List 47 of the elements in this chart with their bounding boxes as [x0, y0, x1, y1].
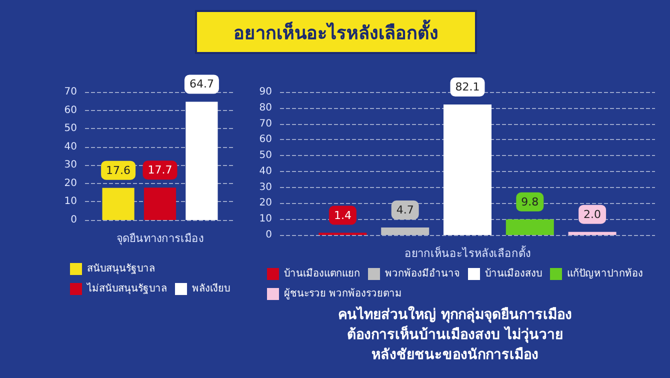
legend-label: ผู้ชนะรวย พวกพ้องรวยตาม: [284, 288, 402, 300]
y-tick-label: 70: [259, 118, 272, 130]
text: ต้องการเห็นบ้านเมืองสงบ ไม่วุ่นวาย: [346, 325, 564, 345]
legend-label: พลังเงียบ: [192, 282, 230, 294]
y-tick-label: 90: [259, 86, 272, 98]
y-tick-label: 0: [70, 214, 77, 226]
y-tick-label: 40: [64, 141, 77, 152]
y-tick-label: 10: [64, 196, 77, 208]
legend-label: แก้ปัญหาปากท้อง: [567, 268, 643, 280]
y-tick-label: 50: [259, 150, 272, 162]
y-tick-label: 20: [64, 178, 77, 189]
bar: [144, 188, 176, 220]
y-tick-label: 70: [64, 86, 77, 98]
legend-label: พวกพ้องมีอำนาจ: [385, 268, 460, 280]
y-tick-label: 20: [259, 198, 272, 209]
bar: [444, 104, 492, 235]
y-tick-label: 40: [259, 166, 272, 177]
y-tick-label: 60: [64, 104, 77, 116]
text: หลังชัยชนะของนักการเมือง: [370, 346, 540, 365]
y-tick-label: 60: [259, 134, 272, 146]
bar: [102, 188, 134, 220]
x-axis-title: จุดยืนทางการเมือง: [116, 232, 204, 245]
y-tick-label: 30: [259, 182, 272, 193]
data-label: 4.7: [396, 204, 414, 217]
legend-label: บ้านเมืองแตกแยก: [284, 268, 360, 280]
data-label: 17.7: [148, 164, 172, 177]
x-axis-title: อยากเห็นอะไรหลังเลือกตั้ง: [404, 244, 530, 260]
bar: [381, 228, 430, 235]
data-label: 2.0: [584, 208, 602, 221]
data-label: 17.6: [106, 164, 131, 177]
legend-label: บ้านเมืองสงบ: [485, 268, 542, 280]
y-tick-label: 0: [266, 230, 272, 240]
bar: [186, 102, 218, 220]
y-tick-label: 50: [64, 123, 77, 134]
y-tick-label: 30: [64, 160, 77, 171]
text: อยากเห็นอะไรหลังเลือกตั้ง: [195, 10, 477, 54]
legend-label: ไม่สนับสนุนรัฐบาล: [86, 282, 167, 294]
data-label: 64.7: [189, 78, 214, 91]
data-label: 9.8: [521, 195, 539, 208]
text: คนไทยส่วนใหญ่ ทุกกลุ่มจุดยืนการเมือง: [337, 305, 573, 325]
data-label: 1.4: [334, 208, 352, 222]
y-tick-label: 80: [259, 102, 272, 114]
legend-label: สนับสนุนรัฐบาล: [87, 264, 155, 274]
y-tick-label: 10: [259, 214, 272, 225]
data-label: 82.1: [455, 80, 480, 94]
bar: [506, 219, 554, 235]
bar: [568, 232, 616, 235]
